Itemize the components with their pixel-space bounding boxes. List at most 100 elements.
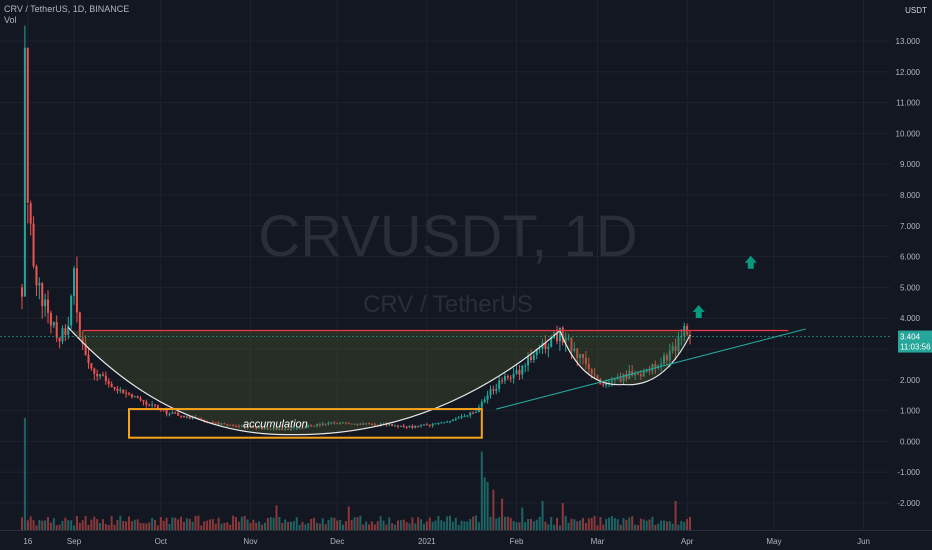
candle-body xyxy=(142,400,145,402)
candle-body xyxy=(501,380,504,382)
candle-body xyxy=(370,424,373,426)
volume-bar xyxy=(252,519,255,530)
volume-bar xyxy=(258,521,261,530)
candle-body xyxy=(677,337,680,351)
candle-body xyxy=(350,423,353,425)
candle-body xyxy=(613,379,616,381)
volume-bar xyxy=(35,525,38,530)
candle-body xyxy=(287,429,290,431)
volume-bar xyxy=(587,518,590,530)
volume-bar xyxy=(208,519,211,530)
volume-bar xyxy=(463,521,466,530)
price-axis[interactable]: 13.000 12.000 11.000 10.000 9.000 8.000 7.000 6… xyxy=(890,0,932,550)
candle-body xyxy=(67,325,70,335)
candle-body xyxy=(556,332,558,342)
candle-body xyxy=(587,364,590,370)
candle-body xyxy=(561,327,564,343)
candle-body xyxy=(235,425,237,427)
volume-bar xyxy=(561,503,564,530)
candle-body xyxy=(431,424,434,426)
candle-body xyxy=(188,416,191,419)
candle-body xyxy=(171,412,174,414)
candle-body xyxy=(408,426,411,428)
volume-bar xyxy=(443,521,446,530)
candle-body xyxy=(567,337,570,339)
candle-body xyxy=(185,416,188,418)
price-tick-label: 1.000 xyxy=(900,407,921,416)
volume-bar xyxy=(475,515,478,530)
candle-body xyxy=(96,373,99,377)
candle-body xyxy=(307,425,310,428)
volume-bar xyxy=(206,520,209,530)
volume-bar xyxy=(391,523,394,530)
candle-body xyxy=(391,424,394,426)
volume-bar xyxy=(315,522,318,530)
candle-body xyxy=(101,374,104,376)
volume-bar xyxy=(622,518,625,530)
candle-body xyxy=(440,422,443,424)
time-tick-label: Mar xyxy=(591,537,605,546)
candle-body xyxy=(214,422,217,424)
candle-body xyxy=(342,422,344,424)
candle-body xyxy=(119,389,122,391)
candle-body xyxy=(469,412,472,416)
candle-body xyxy=(200,418,203,420)
volume-bar xyxy=(278,517,281,530)
candle-body xyxy=(220,423,223,425)
volume-histogram xyxy=(21,418,692,530)
candle-body xyxy=(388,424,391,426)
candle-body xyxy=(527,356,530,366)
candle-body xyxy=(107,381,110,384)
candle-body xyxy=(249,426,252,428)
candle-body xyxy=(532,354,535,360)
candle-body xyxy=(625,374,628,379)
candle-body xyxy=(616,377,619,380)
candle-body xyxy=(81,337,84,344)
candle-body xyxy=(281,428,284,431)
volume-bar xyxy=(610,516,613,530)
candle-body xyxy=(422,424,425,426)
volume-bar xyxy=(680,520,683,530)
volume-bar xyxy=(590,517,593,530)
candle-body xyxy=(579,354,582,358)
candle-body xyxy=(648,370,651,372)
candle-body xyxy=(394,425,397,427)
candle-body xyxy=(52,322,55,326)
volume-bar xyxy=(457,525,460,530)
volume-bar xyxy=(249,522,252,530)
candle-body xyxy=(663,355,665,364)
candle-body xyxy=(657,365,660,368)
last-price-value: 3.404 xyxy=(900,333,921,342)
candle-body xyxy=(324,423,327,425)
volume-bar xyxy=(203,521,206,530)
candle-body xyxy=(182,415,185,418)
volume-bar xyxy=(220,523,223,530)
volume-bar xyxy=(402,519,405,530)
candle-body xyxy=(148,404,151,406)
up-arrow-icon xyxy=(744,255,757,269)
time-axis[interactable]: 16 Sep Oct Nov Dec 2021 Feb Mar Apr May Jun xyxy=(0,530,932,550)
volume-bar xyxy=(142,523,145,530)
candle-body xyxy=(590,369,593,375)
volume-bar xyxy=(49,522,52,530)
volume-bar xyxy=(26,520,29,530)
volume-bar xyxy=(47,516,50,530)
volume-bar xyxy=(116,519,119,530)
volume-bar xyxy=(243,515,246,530)
volume-bar xyxy=(469,519,472,530)
volume-bar xyxy=(570,518,573,530)
candle-body xyxy=(58,337,61,342)
candle-body xyxy=(460,416,463,418)
volume-bar xyxy=(477,522,480,530)
volume-bar xyxy=(553,524,556,530)
volume-bar xyxy=(512,521,515,530)
candle-body xyxy=(521,365,524,375)
volume-bar xyxy=(324,524,327,530)
volume-bar xyxy=(576,521,579,530)
candle-body xyxy=(295,427,298,429)
candle-body xyxy=(35,266,38,286)
volume-bar xyxy=(489,516,492,530)
price-tick-label: 13.000 xyxy=(896,37,921,46)
